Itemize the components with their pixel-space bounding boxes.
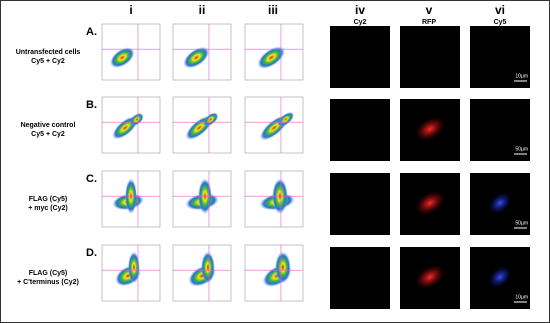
density-cloud — [183, 46, 210, 69]
density-cloud — [200, 251, 215, 284]
column-numeral: iii — [268, 3, 278, 17]
density-cloud — [274, 251, 291, 284]
column-numeral: ii — [199, 3, 206, 17]
micrograph — [330, 99, 390, 161]
rfp-signal — [415, 117, 445, 141]
row-letter: B. — [86, 99, 97, 111]
row-label: + C'terminus (Cy2) — [17, 279, 79, 286]
density-cloud — [129, 112, 144, 126]
rfp-signal — [415, 265, 445, 289]
scale-bar-label: 50µm — [515, 146, 528, 152]
micrograph — [330, 26, 390, 88]
density-cloud — [203, 112, 219, 127]
cy5-signal — [488, 192, 512, 214]
row-label: FLAG (Cy5) — [29, 270, 68, 277]
column-numeral: i — [129, 3, 132, 17]
scale-bar-label: 10µm — [515, 73, 528, 79]
micrograph — [330, 247, 390, 309]
row-label: + myc (Cy2) — [28, 205, 68, 212]
row-label: FLAG (Cy5) — [29, 196, 68, 203]
micrograph — [470, 99, 530, 161]
column-numeral: iv — [355, 3, 365, 17]
column-numeral: v — [426, 3, 433, 17]
row-letter: D. — [86, 247, 97, 259]
column-label: RFP — [422, 19, 436, 26]
row-letter: A. — [86, 26, 97, 38]
rfp-signal — [415, 191, 445, 215]
column-label: Cy5 — [494, 19, 507, 26]
column-label: Cy2 — [354, 19, 367, 26]
row-label: Untransfected cells — [16, 49, 81, 56]
row-label: Cy5 + Cy2 — [31, 131, 65, 138]
row-label: Negative control — [21, 122, 76, 129]
row-label: Cy5 + Cy2 — [31, 58, 65, 65]
micrograph — [470, 26, 530, 88]
micrograph — [330, 173, 390, 235]
column-numeral: vi — [495, 3, 505, 17]
density-cloud — [109, 47, 135, 68]
micrograph — [400, 26, 460, 88]
density-cloud — [127, 251, 140, 284]
row-letter: C. — [86, 173, 97, 185]
scale-bar-label: 10µm — [515, 294, 528, 300]
density-cloud — [257, 46, 286, 69]
density-cloud — [277, 111, 295, 127]
cy5-signal — [488, 266, 512, 288]
scale-bar-label: 50µm — [515, 220, 528, 226]
